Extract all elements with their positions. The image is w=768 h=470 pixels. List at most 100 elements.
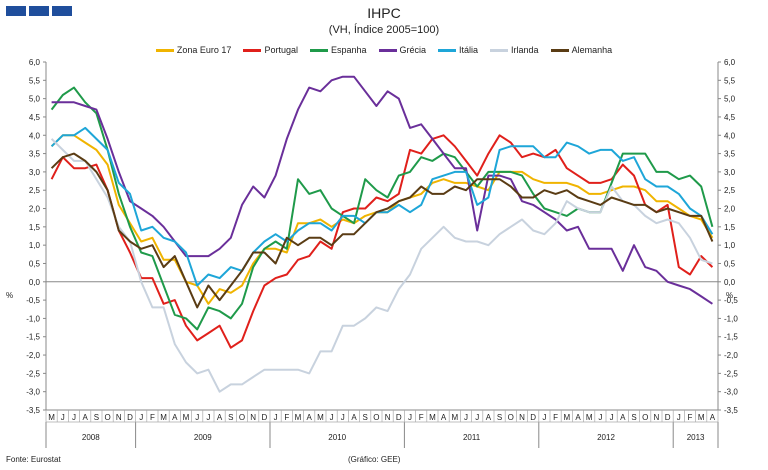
series-line <box>50 138 713 393</box>
month-label: A <box>351 413 357 422</box>
month-label: J <box>677 413 681 422</box>
year-label: 2011 <box>463 433 481 442</box>
y-tick-label-right: -3,0 <box>724 388 738 397</box>
month-label: J <box>330 413 334 422</box>
legend-item: Itália <box>438 45 478 55</box>
legend-label: Itália <box>459 45 479 55</box>
y-tick-label-right: -1,5 <box>724 333 738 342</box>
month-label: D <box>262 413 268 422</box>
month-label: D <box>396 413 402 422</box>
y-tick-label-right: -0,5 <box>724 296 738 305</box>
month-label: N <box>385 413 391 422</box>
legend-label: Alemanha <box>571 45 613 55</box>
month-label: J <box>542 413 546 422</box>
y-tick-label-right: -2,5 <box>724 369 738 378</box>
month-label: N <box>250 413 256 422</box>
month-label: J <box>475 413 479 422</box>
month-label: J <box>464 413 468 422</box>
y-tick-label-left: -3,0 <box>26 388 40 397</box>
legend-item: Irlanda <box>490 45 539 55</box>
y-tick-label-right: 5,5 <box>724 76 736 85</box>
y-tick-label-left: 3,5 <box>29 150 41 159</box>
month-label: A <box>172 413 178 422</box>
month-label: J <box>610 413 614 422</box>
month-label: D <box>127 413 133 422</box>
month-label: J <box>206 413 210 422</box>
y-tick-label-left: -1,0 <box>26 314 40 323</box>
y-tick-label-right: 0,5 <box>724 259 736 268</box>
y-tick-label-left: 4,0 <box>29 131 41 140</box>
y-tick-label-right: 5,0 <box>724 95 736 104</box>
legend-swatch <box>438 48 457 52</box>
y-axis-label-left: % <box>6 291 13 300</box>
legend-swatch <box>490 48 509 52</box>
month-label: A <box>620 413 626 422</box>
month-label: A <box>83 413 89 422</box>
month-label: F <box>553 413 558 422</box>
month-label: S <box>228 413 233 422</box>
year-label: 2009 <box>194 433 212 442</box>
legend-label: Irlanda <box>511 45 539 55</box>
legend-label: Grécia <box>399 45 427 55</box>
legend-item: Portugal <box>243 45 298 55</box>
month-label: M <box>295 413 302 422</box>
month-label: N <box>116 413 122 422</box>
y-tick-label-left: 0,0 <box>29 278 41 287</box>
y-tick-label-right: 4,5 <box>724 113 736 122</box>
legend-swatch <box>309 48 328 52</box>
chart-title: IHPC <box>367 5 401 21</box>
y-tick-label-left: 5,0 <box>29 95 41 104</box>
source-note: Fonte: Eurostat <box>6 455 61 464</box>
month-label: A <box>710 413 716 422</box>
month-label: A <box>441 413 447 422</box>
month-label: J <box>61 413 65 422</box>
month-label: O <box>104 413 110 422</box>
year-label: 2008 <box>82 433 100 442</box>
month-label: M <box>451 413 458 422</box>
month-label: N <box>519 413 525 422</box>
y-tick-label-right: 2,0 <box>724 205 736 214</box>
series-line <box>50 134 714 349</box>
y-axis-label-right: % <box>726 291 733 300</box>
y-tick-label-left: -2,0 <box>26 351 40 360</box>
series-line <box>50 86 714 331</box>
y-tick-label-left: 2,5 <box>29 186 41 195</box>
legend-item: Zona Euro 17 <box>155 45 232 55</box>
month-label: J <box>195 413 199 422</box>
month-label: M <box>160 413 167 422</box>
month-label: S <box>363 413 368 422</box>
month-label: S <box>497 413 502 422</box>
year-label: 2012 <box>597 433 615 442</box>
y-tick-label-right: 3,0 <box>724 168 736 177</box>
month-label: M <box>48 413 55 422</box>
month-label: A <box>486 413 492 422</box>
y-tick-label-right: -2,0 <box>724 351 738 360</box>
month-label: M <box>183 413 190 422</box>
month-label: N <box>654 413 660 422</box>
series-line <box>50 126 714 287</box>
month-label: S <box>94 413 99 422</box>
month-label: A <box>307 413 313 422</box>
legend-item: Alemanha <box>550 45 613 55</box>
legend-label: Zona Euro 17 <box>176 45 232 55</box>
month-label: J <box>274 413 278 422</box>
chart-legend: Zona Euro 17 Portugal Espanha Grécia Itália I… <box>0 45 768 55</box>
month-label: D <box>665 413 671 422</box>
y-tick-label-right: 1,0 <box>724 241 736 250</box>
month-label: J <box>598 413 602 422</box>
y-tick-label-left: 6,0 <box>29 58 41 67</box>
month-label: A <box>217 413 223 422</box>
month-label: O <box>373 413 379 422</box>
y-tick-label-right: 6,0 <box>724 58 736 67</box>
y-tick-label-left: -3,5 <box>26 406 40 415</box>
month-label: J <box>341 413 345 422</box>
y-tick-label-left: 3,0 <box>29 168 41 177</box>
month-label: M <box>586 413 593 422</box>
series-line <box>51 75 713 305</box>
month-label: J <box>139 413 143 422</box>
month-label: O <box>239 413 245 422</box>
month-label: M <box>429 413 436 422</box>
legend-swatch <box>243 48 262 52</box>
year-label: 2013 <box>687 433 705 442</box>
credit-note: (Gráfico: GEE) <box>348 455 401 464</box>
